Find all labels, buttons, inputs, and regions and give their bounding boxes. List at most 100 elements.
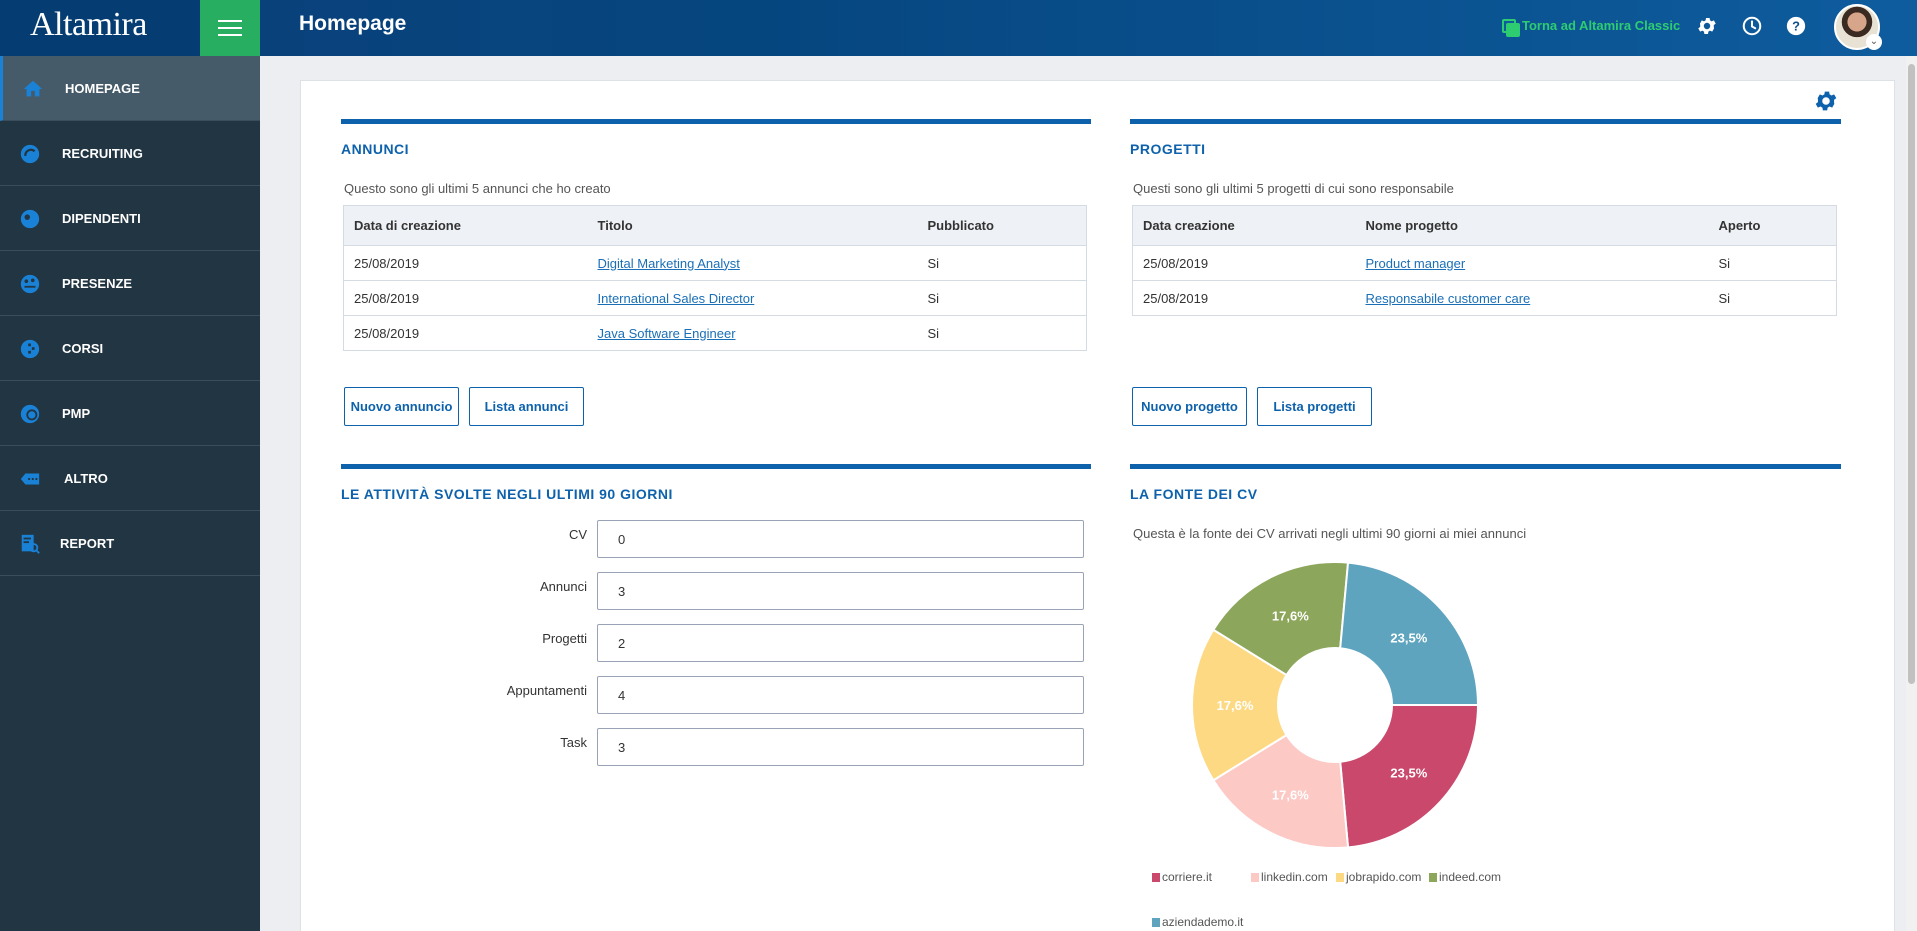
annuncio-link[interactable]: Java Software Engineer bbox=[597, 325, 736, 341]
annuncio-link[interactable]: Digital Marketing Analyst bbox=[597, 255, 740, 271]
legend-item[interactable]: corriere.it bbox=[1152, 870, 1212, 884]
slice-aziendademo-it[interactable] bbox=[1339, 561, 1480, 706]
column-header[interactable]: Data creazione bbox=[1132, 205, 1356, 246]
user-avatar[interactable]: ⌄ bbox=[1834, 4, 1882, 50]
legend-swatch bbox=[1336, 872, 1344, 882]
cell-open: Si bbox=[1708, 280, 1837, 316]
column-header[interactable]: Nome progetto bbox=[1355, 205, 1709, 246]
menu-toggle-button[interactable] bbox=[200, 0, 260, 56]
sidebar-item-presenze[interactable]: PRESENZE bbox=[0, 251, 260, 316]
legend-label: aziendademo.it bbox=[1162, 915, 1244, 929]
classic-link[interactable]: Torna ad Altamira Classic bbox=[1502, 18, 1681, 37]
legend-item[interactable]: indeed.com bbox=[1429, 870, 1501, 884]
slice-label: 23,5% bbox=[1390, 765, 1427, 780]
progetti-field[interactable] bbox=[597, 624, 1084, 662]
slice-label: 17,6% bbox=[1272, 787, 1309, 802]
field-label-annunci: Annunci bbox=[540, 579, 587, 594]
config-gear-icon[interactable] bbox=[1813, 88, 1839, 114]
slice-jobrapido-com[interactable] bbox=[1191, 628, 1288, 782]
lista-annunci-button[interactable]: Lista annunci bbox=[469, 387, 584, 426]
task-field[interactable] bbox=[597, 728, 1084, 766]
column-header[interactable]: Titolo bbox=[587, 205, 918, 246]
sidebar-item-label: ALTRO bbox=[64, 470, 108, 486]
classic-link-label: Torna ad Altamira Classic bbox=[1522, 18, 1681, 33]
annuncio-link[interactable]: International Sales Director bbox=[597, 290, 755, 306]
question-icon[interactable]: ? bbox=[1785, 15, 1807, 37]
table-row: 25/08/2019 Java Software Engineer Si bbox=[343, 315, 1087, 351]
slice-corriere-it[interactable] bbox=[1339, 704, 1480, 849]
annunci-subtitle: Questo sono gli ultimi 5 annunci che ho … bbox=[344, 181, 611, 196]
cell-open: Si bbox=[1708, 245, 1837, 281]
sidebar-item-homepage[interactable]: HOMEPAGE bbox=[0, 56, 260, 121]
sidebar-item-recruiting[interactable]: RECRUITING bbox=[0, 121, 260, 186]
progetti-title: PROGETTI bbox=[1130, 141, 1206, 157]
chevron-down-icon: ⌄ bbox=[1866, 34, 1882, 50]
field-label-task: Task bbox=[560, 735, 587, 750]
top-bar bbox=[0, 0, 1917, 56]
field-label-progetti: Progetti bbox=[542, 631, 587, 646]
sidebar-item-label: REPORT bbox=[60, 535, 115, 551]
nuovo-progetto-button[interactable]: Nuovo progetto bbox=[1132, 387, 1247, 426]
presenze-icon bbox=[20, 274, 40, 294]
progetto-link[interactable]: Responsabile customer care bbox=[1365, 290, 1531, 306]
column-header[interactable]: Data di creazione bbox=[343, 205, 588, 246]
column-header[interactable]: Aperto bbox=[1708, 205, 1837, 246]
slice-indeed-com[interactable] bbox=[1212, 561, 1350, 677]
appuntamenti-field[interactable] bbox=[597, 676, 1084, 714]
sidebar-item-pmp[interactable]: PMP bbox=[0, 381, 260, 446]
annunci-field[interactable] bbox=[597, 572, 1084, 610]
table-header-row: Data creazione Nome progetto Aperto bbox=[1132, 205, 1837, 246]
classic-window-icon bbox=[1502, 18, 1520, 37]
legend-item[interactable]: jobrapido.com bbox=[1336, 870, 1421, 884]
legend-label: linkedin.com bbox=[1261, 870, 1328, 884]
table-row: 25/08/2019 Digital Marketing Analyst Si bbox=[343, 245, 1087, 281]
sidebar-item-report[interactable]: REPORT bbox=[0, 511, 260, 576]
cell-published: Si bbox=[917, 315, 1087, 351]
nuovo-annuncio-button[interactable]: Nuovo annuncio bbox=[344, 387, 459, 426]
page-title: Homepage bbox=[299, 12, 407, 35]
annunci-title: ANNUNCI bbox=[341, 141, 410, 157]
page-scrollbar[interactable] bbox=[1906, 56, 1917, 931]
legend-swatch bbox=[1251, 872, 1259, 882]
slice-label: 17,6% bbox=[1217, 698, 1254, 713]
sidebar-item-label: PMP bbox=[62, 405, 91, 421]
cell-published: Si bbox=[917, 245, 1087, 281]
brand-logo[interactable]: Altamira bbox=[0, 0, 200, 56]
lista-progetti-button[interactable]: Lista progetti bbox=[1257, 387, 1372, 426]
progetto-link[interactable]: Product manager bbox=[1365, 255, 1466, 271]
attivita-panel-bar bbox=[341, 464, 1091, 469]
legend-label: corriere.it bbox=[1162, 870, 1213, 884]
fonte-panel-bar bbox=[1130, 464, 1841, 469]
clock-icon[interactable] bbox=[1741, 15, 1763, 37]
legend-swatch bbox=[1152, 917, 1160, 927]
scrollbar-thumb[interactable] bbox=[1908, 64, 1915, 684]
sidebar-item-label: DIPENDENTI bbox=[62, 210, 141, 226]
cell-published: Si bbox=[917, 280, 1087, 316]
pmp-icon bbox=[20, 404, 40, 424]
table-row: 25/08/2019 International Sales Director … bbox=[343, 280, 1087, 316]
gear-icon[interactable] bbox=[1696, 15, 1718, 37]
home-icon bbox=[23, 80, 43, 97]
column-header[interactable]: Pubblicato bbox=[917, 205, 1087, 246]
table-row: 25/08/2019 Responsabile customer care Si bbox=[1132, 280, 1837, 316]
legend-item[interactable]: linkedin.com bbox=[1251, 870, 1328, 884]
sidebar-item-label: CORSI bbox=[62, 340, 104, 356]
annunci-panel-bar bbox=[341, 119, 1091, 124]
attivita-title: LE ATTIVITÀ SVOLTE NEGLI ULTIMI 90 GIORN… bbox=[341, 486, 673, 502]
svg-text:?: ? bbox=[1792, 19, 1800, 34]
dipendenti-icon bbox=[20, 209, 40, 229]
cell-date: 25/08/2019 bbox=[343, 315, 588, 351]
legend-item[interactable]: aziendademo.it bbox=[1152, 915, 1243, 929]
table-row: 25/08/2019 Product manager Si bbox=[1132, 245, 1837, 281]
sidebar-item-altro[interactable]: ALTRO bbox=[0, 446, 260, 511]
slice-linkedin-com[interactable] bbox=[1212, 733, 1350, 849]
field-label-appuntamenti: Appuntamenti bbox=[506, 683, 587, 698]
sidebar-item-corsi[interactable]: CORSI bbox=[0, 316, 260, 381]
cell-date: 25/08/2019 bbox=[1132, 245, 1356, 281]
cell-date: 25/08/2019 bbox=[1132, 280, 1356, 316]
legend-label: indeed.com bbox=[1439, 870, 1502, 884]
field-label-cv: CV bbox=[568, 527, 587, 542]
sidebar-item-dipendenti[interactable]: DIPENDENTI bbox=[0, 186, 260, 251]
cv-source-donut-chart: 23,5% 17,6% 17,6% 17,6% 23,5% bbox=[1191, 561, 1480, 849]
cv-field[interactable] bbox=[597, 520, 1084, 558]
